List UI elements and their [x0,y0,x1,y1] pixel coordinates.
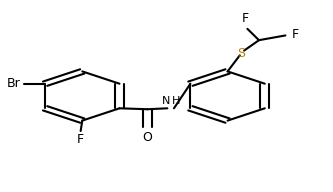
Text: F: F [292,28,299,41]
Text: S: S [237,47,245,60]
Text: F: F [77,133,84,146]
Text: H: H [172,96,181,106]
Text: N: N [162,96,170,106]
Text: O: O [143,131,153,144]
Text: F: F [242,12,249,25]
Text: Br: Br [7,77,20,90]
